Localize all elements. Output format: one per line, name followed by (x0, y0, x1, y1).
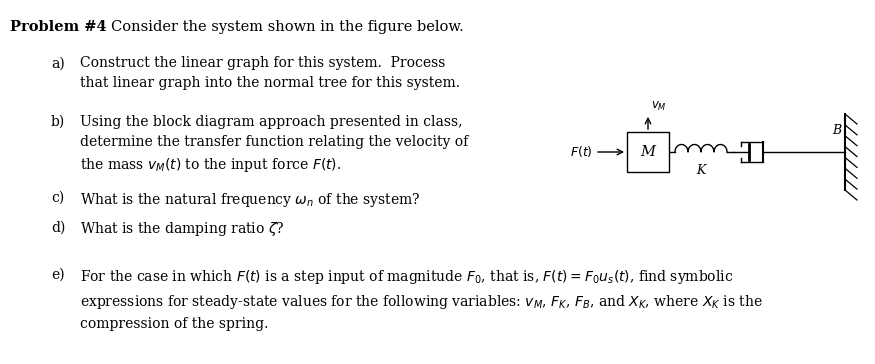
Text: What is the natural frequency $\omega_n$ of the system?: What is the natural frequency $\omega_n$… (80, 191, 421, 209)
Text: e): e) (51, 268, 65, 281)
Text: Using the block diagram approach presented in class,
determine the transfer func: Using the block diagram approach present… (80, 115, 469, 174)
Text: Problem #4: Problem #4 (10, 20, 107, 34)
Text: $F(t)$: $F(t)$ (570, 145, 593, 159)
Text: $v_M$: $v_M$ (651, 100, 667, 113)
Text: Consider the system shown in the figure below.: Consider the system shown in the figure … (111, 20, 464, 34)
Text: M: M (640, 145, 655, 159)
Bar (627, 132, 669, 172)
Text: c): c) (51, 191, 64, 205)
Text: B: B (832, 124, 842, 137)
Text: What is the damping ratio $\zeta$?: What is the damping ratio $\zeta$? (80, 220, 285, 238)
Text: a): a) (51, 56, 65, 70)
Text: K: K (696, 164, 706, 177)
Text: d): d) (51, 220, 65, 234)
Text: b): b) (51, 115, 65, 128)
Text: Construct the linear graph for this system.  Process
that linear graph into the : Construct the linear graph for this syst… (80, 56, 460, 91)
Text: For the case in which $F(t)$ is a step input of magnitude $F_0$, that is, $F(t) : For the case in which $F(t)$ is a step i… (80, 268, 763, 331)
